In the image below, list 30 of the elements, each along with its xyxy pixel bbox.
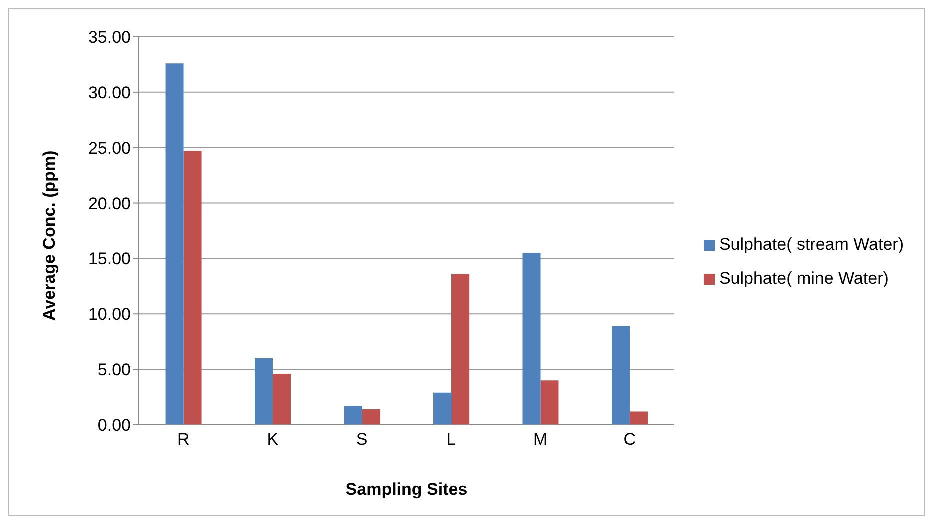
bar [434, 392, 452, 425]
bar [522, 253, 541, 425]
bar [452, 274, 470, 425]
legend-label: Sulphate( mine Water) [719, 269, 889, 288]
bar [273, 374, 292, 425]
x-axis-title: Sampling Sites [346, 480, 468, 499]
y-tick-label: 35.00 [88, 28, 131, 48]
x-tick-label: M [534, 430, 548, 450]
bar [630, 412, 648, 425]
x-tick-label: R [177, 430, 190, 450]
y-tick-label: 0.00 [98, 416, 131, 436]
bar [166, 64, 184, 425]
bar [540, 380, 559, 425]
bar [344, 406, 362, 425]
x-tick-label: L [446, 430, 456, 450]
y-tick-label: 20.00 [88, 194, 131, 214]
x-tick-label: C [624, 430, 636, 450]
y-tick-label: 25.00 [88, 138, 131, 158]
bar [362, 409, 380, 425]
y-tick-label: 10.00 [88, 305, 131, 324]
y-tick-label: 5.00 [98, 360, 131, 380]
bar [184, 151, 202, 425]
y-tick-label: 30.00 [88, 83, 131, 102]
legend-label: Sulphate( stream Water) [719, 235, 904, 254]
x-tick-label: K [267, 430, 280, 450]
bar [255, 358, 274, 425]
y-axis-title: Average Conc. (ppm) [40, 150, 60, 321]
x-tick-label: S [356, 430, 368, 450]
y-tick-label: 15.00 [88, 250, 131, 269]
bar [612, 326, 630, 425]
